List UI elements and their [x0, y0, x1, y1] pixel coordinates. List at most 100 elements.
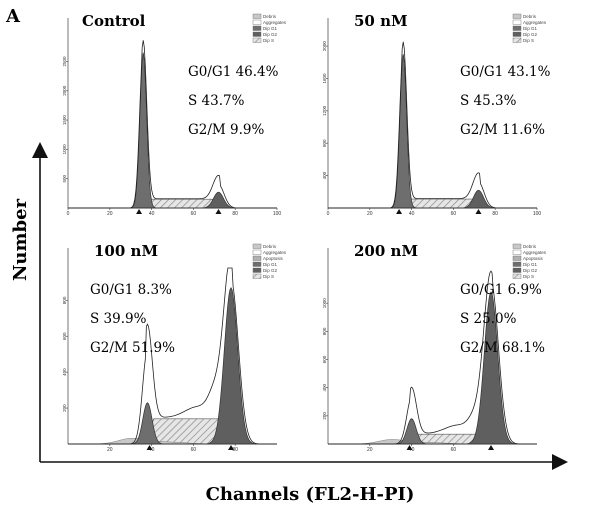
y-tick-label: 2500 [62, 56, 67, 67]
legend-swatch [252, 243, 262, 249]
x-tick-label: 80 [232, 211, 238, 217]
peak-marker [475, 209, 482, 214]
x-tick-label: 20 [107, 211, 113, 217]
legend-label: Debris [523, 14, 537, 19]
peak-marker [215, 209, 222, 214]
phase-stat: G2/M 51.9% [90, 340, 175, 356]
peak-marker [406, 445, 413, 450]
phase-stat: G2/M 68.1% [460, 340, 545, 356]
legend-swatch [252, 19, 262, 25]
x-tick-label: 0 [327, 211, 330, 217]
x-tick-label: 100 [273, 211, 282, 217]
legend-swatch [252, 37, 262, 43]
total-histogram-outline [328, 270, 537, 445]
x-tick-label: 60 [191, 211, 197, 217]
x-tick-label: 20 [367, 447, 373, 453]
legend-label: Dip G2 [263, 268, 278, 273]
total-histogram-outline [68, 40, 277, 209]
legend-label: Dip S [523, 274, 534, 279]
peak-marker [228, 445, 235, 450]
y-tick-label: 400 [322, 171, 327, 179]
legend-label: Dip S [263, 38, 274, 43]
x-tick-label: 40 [149, 211, 155, 217]
y-axis-label: Number [10, 198, 31, 281]
legend-label: Apoptosis [523, 256, 544, 261]
legend-label: Dip G1 [263, 26, 278, 31]
peak-marker [488, 445, 495, 450]
y-tick-label: 200 [62, 404, 67, 412]
legend-label: Aggregates [523, 250, 547, 255]
phase-stat: G2/M 11.6% [460, 122, 545, 138]
total-histogram-outline [328, 41, 537, 209]
legend-label: Dip S [523, 38, 534, 43]
phase-stat: S 25.0% [460, 311, 517, 327]
phase-stat: G0/G1 6.9% [460, 282, 542, 298]
phase-stat: G2/M 9.9% [188, 122, 265, 138]
y-tick-label: 1200 [322, 105, 327, 116]
x-tick-label: 80 [492, 211, 498, 217]
legend-label: Dip G1 [523, 262, 538, 267]
panel-title: 100 nM [94, 242, 158, 260]
legend-swatch [512, 267, 522, 273]
y-tick-label: 600 [62, 332, 67, 340]
y-tick-label: 2000 [62, 85, 67, 96]
legend-label: Aggregates [263, 20, 287, 25]
legend-swatch [252, 13, 262, 19]
x-tick-label: 60 [451, 211, 457, 217]
legend-label: Dip G2 [523, 268, 538, 273]
y-tick-label: 800 [62, 296, 67, 304]
y-tick-label: 1600 [322, 73, 327, 84]
y-tick-label: 800 [322, 327, 327, 335]
panel-2: 400 800 1200 1600 2000 0 20 40 60 80 100 50 nM G0/G1… [322, 12, 551, 217]
legend-swatch [512, 273, 522, 279]
legend-swatch [512, 255, 522, 261]
y-tick-label: 800 [322, 139, 327, 147]
x-tick-label: 40 [409, 211, 415, 217]
legend-label: Aggregates [523, 20, 547, 25]
legend-swatch [252, 273, 262, 279]
legend-swatch [252, 255, 262, 261]
panel-title: 50 nM [354, 12, 408, 30]
legend-swatch [512, 243, 522, 249]
phase-stat: S 43.7% [188, 93, 245, 109]
legend-label: Dip G2 [523, 32, 538, 37]
y-tick-label: 1000 [322, 298, 327, 309]
phase-stat: G0/G1 8.3% [90, 282, 172, 298]
legend-swatch [512, 261, 522, 267]
x-tick-label: 0 [67, 211, 70, 217]
legend-label: Debris [263, 14, 277, 19]
legend-swatch [512, 249, 522, 255]
figure-label: A [5, 6, 21, 27]
legend-swatch [252, 25, 262, 31]
legend-label: Dip G1 [523, 26, 538, 31]
x-tick-label: 60 [451, 447, 457, 453]
y-tick-label: 400 [62, 368, 67, 376]
peak-marker [136, 209, 143, 214]
legend-swatch [512, 37, 522, 43]
phase-stat: S 39.9% [90, 311, 147, 327]
x-tick-label: 80 [232, 447, 238, 453]
legend-label: Debris [263, 244, 277, 249]
phase-stat: G0/G1 46.4% [188, 64, 279, 80]
phase-stat: G0/G1 43.1% [460, 64, 551, 80]
legend-swatch [252, 249, 262, 255]
legend-swatch [252, 31, 262, 37]
legend-swatch [252, 267, 262, 273]
legend-label: Apoptosis [263, 256, 284, 261]
legend-swatch [512, 19, 522, 25]
legend-swatch [512, 25, 522, 31]
x-tick-label: 60 [191, 447, 197, 453]
legend-swatch [512, 13, 522, 19]
peak-marker [396, 209, 403, 214]
y-tick-label: 2000 [322, 41, 327, 52]
x-tick-label: 20 [367, 211, 373, 217]
y-tick-label: 1500 [62, 115, 67, 126]
x-tick-label: 100 [533, 211, 542, 217]
dip-s-area [328, 198, 537, 209]
dip-s-area [68, 198, 277, 209]
x-axis-label: Channels (FL2-H-PI) [206, 484, 415, 505]
legend-label: Dip G1 [263, 262, 278, 267]
y-tick-label: 600 [322, 355, 327, 363]
